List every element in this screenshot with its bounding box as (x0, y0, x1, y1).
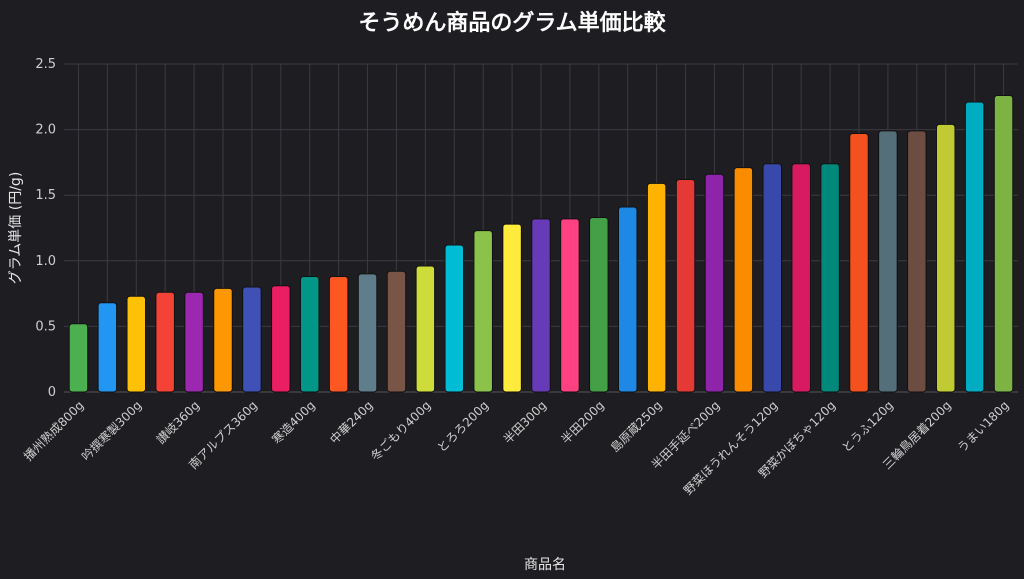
x-tick-label: 島原蔵250g (607, 398, 665, 456)
bar (126, 295, 147, 393)
bar (935, 123, 956, 393)
bar (964, 101, 985, 393)
x-tick-label: 寒造400g (269, 398, 318, 447)
bar (328, 276, 349, 393)
x-tick-label: 半田300g (501, 398, 549, 446)
x-tick-label: 野菜ほうれんそう120g (681, 398, 780, 497)
bar (646, 182, 667, 393)
bar (473, 230, 493, 393)
bar (386, 270, 407, 393)
bar (97, 302, 118, 393)
bar (762, 163, 783, 393)
bar (271, 285, 291, 393)
x-tick-label: 吟撰寒製300g (78, 398, 144, 464)
x-tick-label: とうふ120g (839, 398, 896, 455)
bar (849, 133, 869, 393)
bars (68, 94, 1014, 393)
y-tick-label: 1.0 (35, 254, 56, 269)
bar (704, 173, 725, 393)
bar (299, 276, 320, 393)
bar (733, 167, 754, 393)
bar (791, 163, 811, 393)
bar (357, 273, 378, 393)
bar (444, 244, 465, 393)
y-tick-label: 1.5 (35, 188, 56, 203)
x-tick-label: 播州熟成800g (20, 398, 86, 464)
bar (242, 286, 262, 393)
chart-title: そうめん商品のグラム単価比較 (358, 10, 666, 36)
x-tick-label: とろろ200g (434, 398, 491, 455)
bar (820, 163, 840, 393)
bar (213, 287, 233, 393)
x-tick-label: うまい180g (955, 398, 1012, 455)
bar (993, 94, 1014, 393)
y-axis-label: グラム単価 (円/g) (8, 172, 24, 285)
bar (878, 130, 898, 393)
bar (675, 178, 696, 393)
bar (617, 206, 638, 393)
bar (560, 218, 580, 393)
x-tick-label: 讃岐360g (154, 398, 202, 446)
y-tick-labels: 0 0.5 1.0 1.5 2.0 2.5 (35, 57, 56, 400)
bar (415, 265, 436, 393)
bar (589, 217, 609, 393)
x-tick-label: 冬ごもり400g (367, 398, 433, 464)
bar (531, 218, 551, 393)
bar (907, 130, 927, 393)
bar (502, 223, 522, 393)
x-tick-label: 中華240g (327, 398, 376, 447)
bar (155, 291, 175, 393)
bar (184, 291, 204, 393)
bar (68, 323, 89, 393)
x-tick-label: 半田200g (558, 398, 606, 446)
y-tick-label: 0 (48, 385, 56, 400)
y-tick-label: 0.5 (35, 319, 56, 334)
y-tick-label: 2.0 (35, 123, 56, 138)
y-tick-label: 2.5 (35, 57, 56, 72)
x-axis-label: 商品名 (524, 557, 566, 573)
